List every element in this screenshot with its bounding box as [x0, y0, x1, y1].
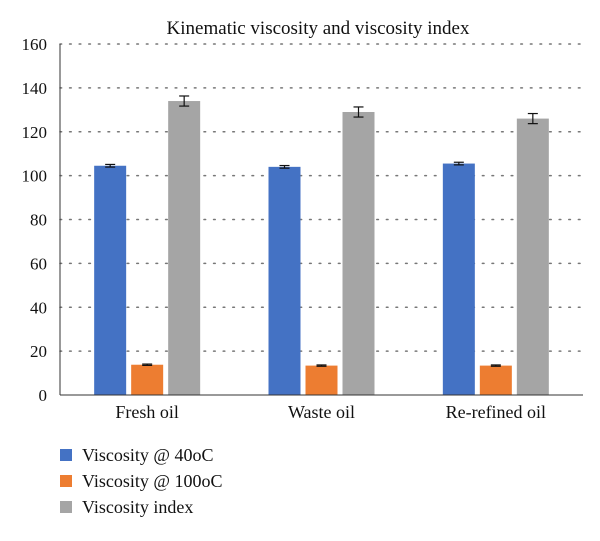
bar: [131, 364, 164, 395]
y-tick-label: 160: [22, 35, 48, 54]
y-axis: 0 20 40 60 80 100 120 140 160: [22, 35, 61, 405]
grid-lines: [59, 43, 584, 352]
y-tick-label: 80: [30, 211, 47, 230]
bar: [305, 365, 338, 395]
bar: [342, 112, 375, 395]
y-tick-label: 20: [30, 342, 47, 361]
y-tick-label: 60: [30, 254, 47, 273]
x-tick-label: Re-refined oil: [446, 402, 546, 422]
y-tick-label: 40: [30, 298, 47, 317]
y-tick-label: 100: [22, 167, 48, 186]
bar: [94, 165, 127, 395]
y-tick-label: 120: [22, 123, 48, 142]
bar: [442, 163, 475, 395]
bars: [94, 95, 549, 396]
legend-label: Viscosity index: [82, 497, 193, 517]
chart-title: Kinematic viscosity and viscosity index: [167, 18, 470, 39]
bar: [516, 118, 549, 396]
bar: [479, 365, 512, 395]
bar: [168, 101, 201, 395]
bar: [268, 166, 301, 395]
x-tick-label: Waste oil: [288, 402, 355, 422]
x-axis: Fresh oil Waste oil Re-refined oil: [60, 394, 583, 422]
legend-swatch: [60, 501, 72, 513]
legend-label: Viscosity @ 40oC: [82, 445, 214, 465]
legend: Viscosity @ 40oC Viscosity @ 100oC Viscosi…: [60, 445, 223, 517]
legend-swatch: [60, 449, 72, 461]
legend-label: Viscosity @ 100oC: [82, 471, 223, 491]
y-tick-label: 140: [22, 79, 48, 98]
x-tick-label: Fresh oil: [115, 402, 179, 422]
legend-swatch: [60, 475, 72, 487]
y-tick-label: 0: [39, 386, 48, 405]
